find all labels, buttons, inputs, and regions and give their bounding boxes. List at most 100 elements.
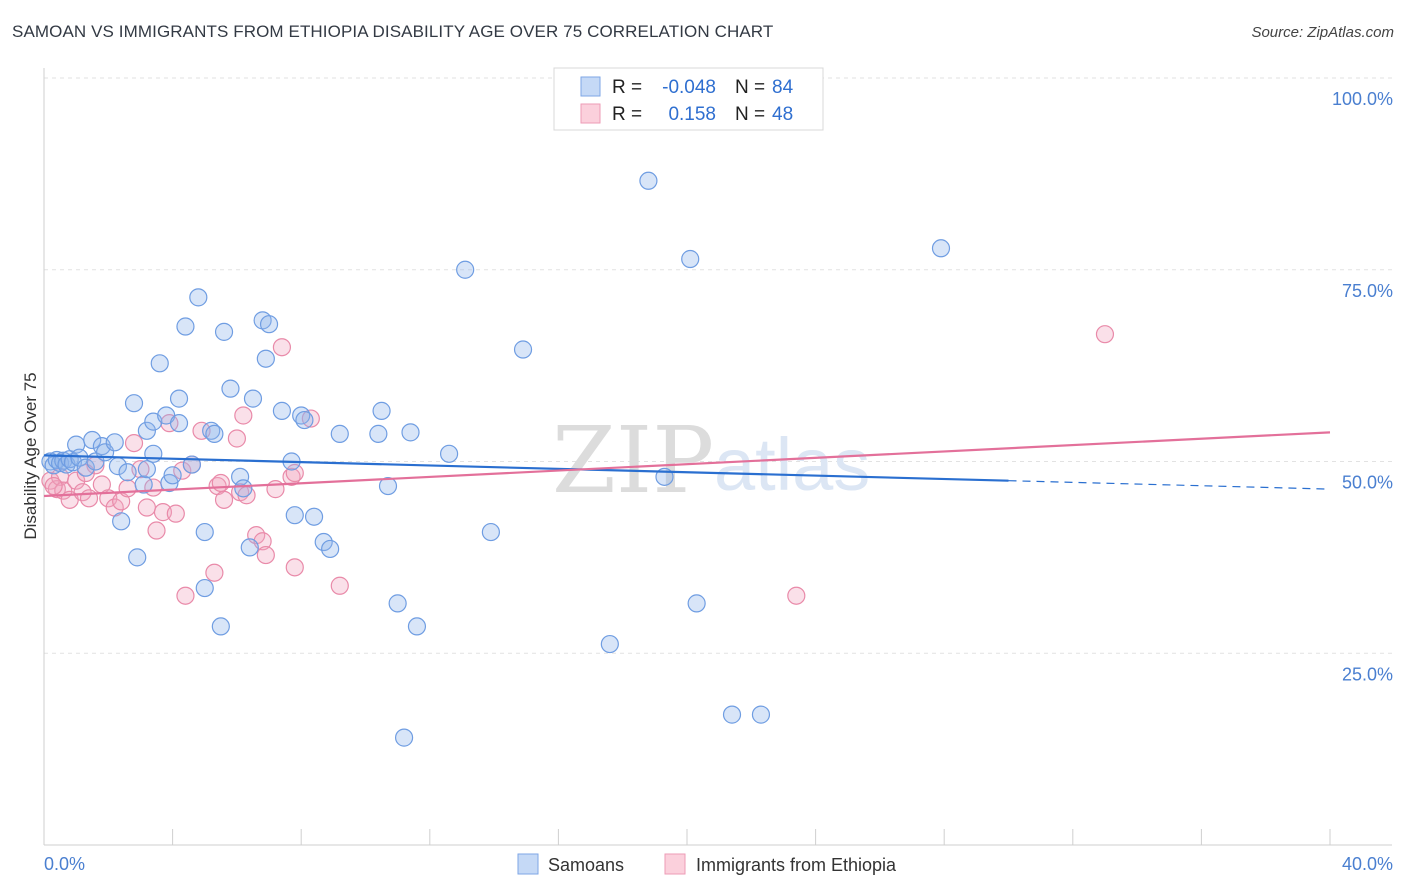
samoans-point-22 [137, 460, 156, 479]
ethiopia-point-41 [285, 558, 304, 577]
samoans-point-65 [439, 444, 459, 463]
samoans-point-10 [76, 458, 95, 477]
samoans-point-49 [272, 401, 292, 420]
y-tick-label-0: 25.0% [1342, 664, 1393, 684]
samoans-point-43 [234, 479, 253, 498]
legend-n-value-2: 48 [772, 104, 793, 125]
chart-title: SAMOAN VS IMMIGRANTS FROM ETHIOPIA DISAB… [12, 22, 774, 41]
ethiopia-point-45 [1095, 325, 1115, 344]
samoans-point-58 [369, 424, 388, 443]
ethiopia-point-46 [44, 476, 63, 496]
ethiopia-point-38 [272, 338, 292, 357]
samoans-point-17 [112, 512, 131, 531]
grid-lines [44, 77, 1392, 654]
y-tick-label-2: 75.0% [1342, 281, 1393, 301]
x-tick-labels: 0.0% 40.0% [44, 854, 1393, 874]
bottom-legend-samoans: Samoans [548, 855, 624, 875]
samoans-point-21 [134, 475, 153, 494]
samoans-point-54 [304, 507, 324, 526]
x-tick-label-0: 0.0% [44, 854, 85, 874]
samoans-point-11 [83, 430, 102, 450]
watermark-zip: ZIP [552, 407, 714, 514]
ethiopia-point-29 [214, 490, 234, 509]
bottom-legend-ethiopia: Immigrants from Ethiopia [696, 855, 897, 875]
bottom-legend-swatch-ethiopia [664, 853, 686, 875]
ethiopia-point-32 [234, 406, 253, 425]
ethiopia-point-18 [147, 521, 166, 540]
ethiopia-point-23 [176, 586, 195, 605]
samoans-point-69 [600, 634, 619, 654]
y-tick-label-3: 100.0% [1332, 89, 1393, 109]
y-tick-labels: 25.0% 50.0% 75.0% 100.0% [1332, 89, 1393, 684]
samoans-point-72 [681, 249, 700, 269]
samoans-point-74 [722, 705, 742, 724]
ethiopia-point-44 [787, 586, 806, 605]
samoans-point-60 [378, 476, 398, 496]
samoans-point-38 [205, 424, 224, 443]
samoans-point-41 [221, 379, 240, 398]
samoans-trend-line [43, 454, 1009, 482]
samoans-point-70 [639, 171, 658, 190]
samoans-point-56 [321, 539, 340, 559]
samoans-point-59 [372, 401, 391, 420]
legend-r-value-2: 0.158 [668, 104, 716, 125]
ethiopia-point-13 [118, 479, 137, 498]
legend-n-label-2: N = [735, 104, 765, 125]
y-axis-title: Disability Age Over 75 [21, 372, 40, 539]
legend-r-label-1: R = [612, 77, 642, 98]
ethiopia-trend-line [43, 431, 1331, 498]
samoans-point-61 [388, 594, 407, 613]
samoans-point-68 [513, 340, 533, 359]
legend-n-value-1: 84 [772, 77, 794, 98]
watermark: ZIP atlas [552, 407, 870, 514]
ethiopia-point-14 [124, 433, 144, 453]
legend-swatch-ethiopia [580, 103, 601, 124]
samoans-point-76 [931, 239, 951, 258]
samoans-points [41, 171, 951, 747]
samoans-point-66 [456, 260, 475, 279]
samoans-point-48 [259, 315, 279, 334]
ethiopia-point-21 [166, 504, 185, 523]
bottom-legend-swatch-samoans [517, 853, 539, 875]
trend-lines [43, 431, 1331, 498]
samoans-point-39 [211, 617, 230, 636]
ethiopia-point-30 [227, 429, 246, 448]
ethiopia-point-26 [205, 563, 224, 582]
ethiopia-point-43 [330, 576, 349, 595]
samoans-point-32 [176, 317, 195, 336]
samoans-point-34 [189, 288, 208, 307]
samoans-point-37 [202, 421, 221, 440]
ethiopia-point-36 [256, 545, 275, 565]
ethiopia-point-40 [285, 463, 304, 483]
chart-source: Source: ZipAtlas.com [1251, 24, 1394, 41]
ethiopia-point-5 [67, 471, 86, 490]
samoans-point-40 [214, 322, 234, 341]
legend-swatch-samoans [580, 76, 601, 97]
y-tick-label-1: 50.0% [1342, 473, 1393, 493]
samoans-point-45 [243, 389, 263, 408]
samoans-point-63 [401, 423, 420, 442]
samoans-point-75 [751, 705, 771, 724]
samoans-point-19 [124, 394, 144, 413]
samoans-point-31 [169, 414, 189, 433]
ethiopia-point-28 [211, 473, 230, 493]
samoans-point-25 [144, 444, 163, 463]
samoans-point-23 [137, 421, 156, 440]
bottom-legend: Samoans Immigrants from Ethiopia [517, 853, 897, 875]
x-tick-label-1: 40.0% [1342, 854, 1393, 874]
ethiopia-point-22 [173, 461, 192, 480]
samoans-point-53 [295, 410, 314, 430]
samoans-point-29 [163, 466, 182, 485]
ethiopia-point-7 [79, 489, 99, 508]
samoans-point-55 [314, 532, 333, 552]
samoans-point-3 [50, 453, 70, 473]
samoans-point-64 [407, 617, 427, 636]
samoans-point-30 [169, 389, 189, 408]
samoans-point-44 [240, 538, 259, 557]
ethiopia-points [41, 325, 1115, 605]
samoans-point-51 [285, 506, 304, 525]
legend-n-label-1: N = [735, 77, 765, 98]
legend-r-value-1: -0.048 [662, 77, 716, 98]
samoans-point-20 [128, 548, 147, 567]
